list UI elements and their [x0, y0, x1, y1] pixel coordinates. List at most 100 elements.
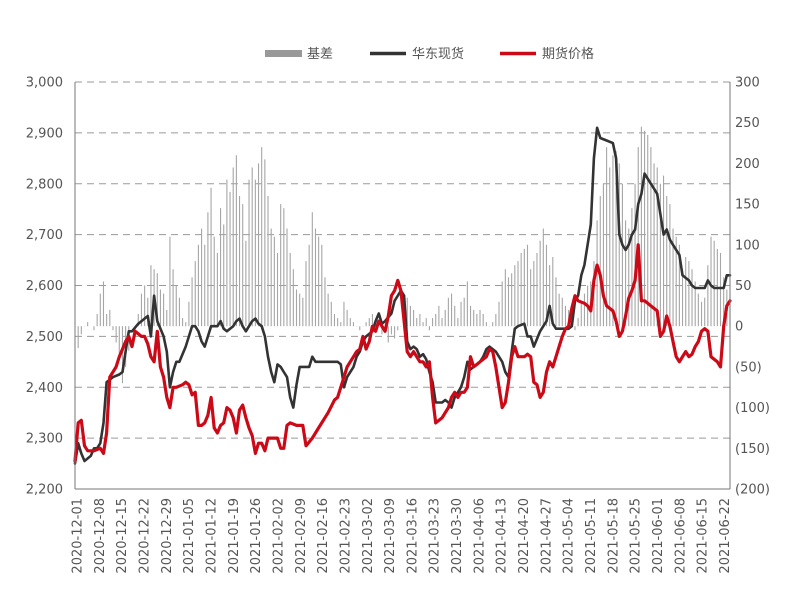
basis-bar — [248, 179, 250, 327]
right-tick-label: 50 — [735, 279, 752, 294]
series-lines — [73, 126, 732, 465]
basis-bar — [163, 293, 165, 327]
left-tick-label: 2,200 — [26, 483, 63, 498]
basis-bar — [118, 326, 120, 359]
x-tick-label: 2021-01-05 — [182, 498, 197, 574]
basis-bar — [289, 252, 291, 327]
basis-bar — [368, 318, 370, 327]
basis-bar — [251, 167, 253, 327]
basis-bar — [273, 236, 275, 327]
right-tick-label: 150 — [735, 198, 760, 213]
basis-bar — [675, 236, 677, 327]
basis-bar — [80, 326, 82, 335]
basis-bar — [137, 313, 139, 327]
basis-bar — [469, 305, 472, 327]
basis-bar — [602, 183, 604, 327]
right-tick-label: 250 — [735, 116, 760, 131]
x-tick-label: 2021-01-26 — [249, 498, 264, 574]
basis-bar — [618, 163, 620, 327]
basis-bar — [441, 318, 443, 327]
x-tick-label: 2021-03-16 — [405, 498, 420, 574]
basis-bar — [501, 281, 503, 327]
basis-bar — [533, 261, 535, 327]
x-tick-label: 2021-05-04 — [562, 498, 577, 574]
basis-bar — [659, 183, 661, 327]
legend-label: 期货价格 — [542, 46, 594, 62]
basis-bar — [314, 228, 317, 327]
basis-bar — [520, 252, 522, 327]
basis-bar — [473, 309, 475, 327]
basis-bar — [115, 326, 117, 343]
x-tick-label: 2021-06-15 — [696, 498, 711, 574]
basis-bar — [216, 252, 218, 327]
x-tick-label: 2021-02-09 — [294, 498, 309, 574]
basis-bar — [197, 244, 199, 327]
left-tick-label: 2,500 — [26, 330, 63, 345]
basis-bar — [583, 293, 585, 327]
basis-bar — [495, 313, 497, 327]
basis-bar — [606, 147, 608, 327]
x-tick-label: 2021-06-01 — [651, 498, 666, 574]
basis-bar — [381, 326, 383, 335]
futures-price-line — [73, 243, 732, 463]
basis-bar — [295, 289, 298, 327]
spot-price-line — [73, 126, 732, 465]
basis-bar — [150, 265, 152, 327]
basis-bar — [460, 301, 462, 327]
basis-bar — [283, 208, 285, 327]
x-tick-label: 2021-04-20 — [517, 498, 532, 574]
basis-bar — [704, 297, 706, 327]
basis-bar — [327, 293, 329, 327]
basis-bar — [435, 313, 437, 327]
basis-bar — [713, 240, 715, 327]
basis-bar — [292, 269, 294, 327]
basis-bar — [308, 244, 310, 327]
basis-bar — [397, 326, 399, 331]
basis-bar — [558, 293, 560, 327]
basis-bar — [406, 297, 408, 327]
basis-bar — [346, 309, 348, 327]
basis-bar — [637, 147, 639, 327]
basis-bar — [144, 285, 146, 327]
basis-bar — [261, 147, 263, 327]
basis-bar — [596, 220, 598, 327]
basis-bar — [479, 309, 481, 327]
legend-swatch — [265, 50, 302, 57]
basis-bar — [555, 277, 557, 327]
left-tick-label: 2,900 — [26, 126, 63, 141]
basis-bar — [542, 228, 544, 327]
basis-bar — [371, 313, 373, 327]
left-tick-label: 2,400 — [26, 381, 63, 396]
left-tick-label: 3,000 — [26, 76, 63, 91]
right-tick-label: 100 — [735, 238, 760, 253]
basis-bar — [523, 248, 525, 327]
basis-bar — [302, 297, 304, 327]
basis-bar — [644, 130, 646, 327]
basis-bar — [454, 305, 456, 327]
basis-bar — [700, 301, 703, 327]
basis-bar — [182, 318, 184, 327]
basis-bar — [428, 326, 430, 331]
x-tick-label: 2020-12-15 — [115, 498, 130, 574]
legend-label: 华东现货 — [412, 46, 464, 62]
basis-bar — [318, 236, 320, 327]
basis-bar — [697, 293, 699, 327]
x-tick-label: 2021-01-12 — [205, 498, 220, 574]
basis-bar — [663, 175, 665, 327]
basis-bar — [621, 183, 623, 327]
basis-bar — [267, 195, 269, 327]
basis-bar — [333, 313, 336, 327]
basis-bar — [226, 179, 228, 327]
x-tick-label: 2021-03-02 — [361, 498, 376, 574]
basis-bar — [444, 309, 446, 327]
basis-bar — [669, 204, 671, 327]
x-tick-label: 2020-12-22 — [138, 498, 153, 574]
x-tick-label: 2020-12-08 — [93, 498, 108, 574]
x-tick-label: 2021-06-08 — [673, 498, 688, 574]
basis-bar — [539, 240, 541, 327]
x-tick-label: 2020-12-01 — [71, 498, 86, 574]
basis-bar — [438, 305, 440, 327]
basis-bar — [299, 293, 301, 327]
basis-bar — [647, 134, 649, 327]
basis-bar — [681, 269, 684, 327]
